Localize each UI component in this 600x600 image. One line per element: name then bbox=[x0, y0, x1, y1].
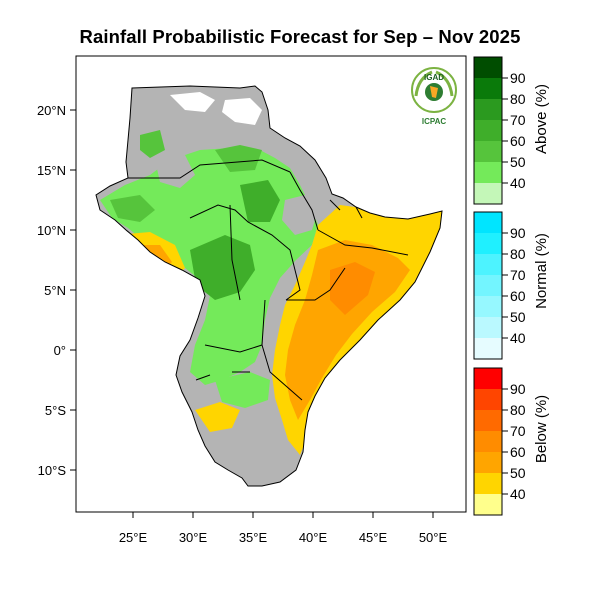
colorbar-normal-frame bbox=[473, 211, 503, 360]
colorbar-normal-label: 40 bbox=[510, 330, 526, 346]
lon-tick-labels: 25°E 30°E 35°E 40°E 45°E 50°E bbox=[119, 530, 448, 545]
colorbar-below-frame bbox=[473, 367, 503, 516]
colorbar-above-swatch bbox=[474, 162, 502, 183]
above-normal-high bbox=[240, 180, 280, 222]
colorbar-above-frame bbox=[473, 56, 503, 205]
colorbar-below-swatch bbox=[474, 452, 502, 473]
colorbar-below-label: 70 bbox=[510, 423, 526, 439]
colorbar-normal-label: 90 bbox=[510, 225, 526, 241]
colorbar-normal-label: 50 bbox=[510, 309, 526, 325]
colorbar-above-swatch bbox=[474, 78, 502, 99]
colorbar-normal-swatch bbox=[474, 275, 502, 296]
lat-label: 0° bbox=[54, 343, 66, 358]
colorbar-below-swatch bbox=[474, 368, 502, 389]
colorbar-above-swatch bbox=[474, 183, 502, 204]
lon-label: 30°E bbox=[179, 530, 208, 545]
colorbar-below-swatch bbox=[474, 410, 502, 431]
lat-tick-labels: 20°N 15°N 10°N 5°N 0° 5°S 10°S bbox=[37, 103, 66, 478]
above-normal-high bbox=[190, 235, 255, 300]
colorbar-above: 90 80 70 60 50 40 bbox=[473, 56, 526, 205]
colorbar-normal-label: 60 bbox=[510, 288, 526, 304]
colorbar-normal-swatch bbox=[474, 296, 502, 317]
lon-label: 45°E bbox=[359, 530, 388, 545]
colorbar-above-label: 60 bbox=[510, 133, 526, 149]
lon-label: 50°E bbox=[419, 530, 448, 545]
below-normal-high bbox=[285, 240, 410, 420]
colorbar-below-swatch bbox=[474, 494, 502, 515]
colorbar-above-title: Above (%) bbox=[533, 84, 550, 154]
colorbar-below-label: 90 bbox=[510, 381, 526, 397]
colorbar-above-label: 80 bbox=[510, 91, 526, 107]
lat-label: 20°N bbox=[37, 103, 66, 118]
colorbar-normal-swatch bbox=[474, 317, 502, 338]
colorbar-above-swatch bbox=[474, 120, 502, 141]
colorbar-normal-swatch bbox=[474, 212, 502, 233]
climatology-area bbox=[222, 98, 262, 125]
colorbar-below-swatch bbox=[474, 389, 502, 410]
colorbar-normal-label: 80 bbox=[510, 246, 526, 262]
colorbar-below-label: 60 bbox=[510, 444, 526, 460]
colorbar-normal-title: Normal (%) bbox=[533, 233, 550, 309]
country-borders bbox=[95, 85, 443, 487]
colorbar-normal-swatch bbox=[474, 338, 502, 359]
lon-label: 40°E bbox=[299, 530, 328, 545]
colorbar-above-swatch bbox=[474, 57, 502, 78]
lon-label: 35°E bbox=[239, 530, 268, 545]
no-signal-area bbox=[155, 155, 195, 188]
above-normal-high bbox=[110, 195, 155, 222]
colorbar-normal-swatch bbox=[474, 254, 502, 275]
logo-igad-text: IGAD bbox=[424, 73, 444, 82]
colorbar-below-label: 50 bbox=[510, 465, 526, 481]
colorbar-above-swatch bbox=[474, 99, 502, 120]
colorbar-below: 90 80 70 60 50 40 bbox=[473, 367, 526, 516]
lat-label: 10°S bbox=[38, 463, 67, 478]
below-normal-region bbox=[195, 402, 240, 432]
map-title: Rainfall Probabilistic Forecast for Sep … bbox=[79, 26, 521, 47]
colorbar-above-label: 50 bbox=[510, 154, 526, 170]
colorbar-below-label: 40 bbox=[510, 486, 526, 502]
above-normal-region bbox=[215, 372, 270, 408]
colorbar-above-label: 90 bbox=[510, 70, 526, 86]
climatology-area bbox=[170, 92, 215, 112]
colorbar-normal-label: 70 bbox=[510, 267, 526, 283]
below-normal-high bbox=[330, 262, 375, 315]
lat-ticks bbox=[70, 109, 76, 471]
lat-label: 5°S bbox=[45, 403, 66, 418]
colorbar-below-label: 80 bbox=[510, 402, 526, 418]
lon-label: 25°E bbox=[119, 530, 148, 545]
colorbar-below-swatch bbox=[474, 431, 502, 452]
colorbar-above-label: 70 bbox=[510, 112, 526, 128]
lat-label: 15°N bbox=[37, 163, 66, 178]
colorbar-below-title: Below (%) bbox=[533, 395, 550, 463]
lat-label: 5°N bbox=[44, 283, 66, 298]
lat-label: 10°N bbox=[37, 223, 66, 238]
colorbar-above-swatch bbox=[474, 141, 502, 162]
igad-icpac-logo: IGAD ICPAC bbox=[411, 67, 457, 126]
above-normal-region bbox=[140, 130, 165, 158]
logo-icpac-text: ICPAC bbox=[422, 117, 447, 126]
above-normal-region bbox=[215, 145, 262, 172]
colorbar-above-label: 40 bbox=[510, 175, 526, 191]
colorbar-normal-swatch bbox=[474, 233, 502, 254]
colorbar-normal: 90 80 70 60 50 40 bbox=[473, 211, 526, 360]
colorbar-below-swatch bbox=[474, 473, 502, 494]
lon-ticks bbox=[132, 512, 434, 518]
